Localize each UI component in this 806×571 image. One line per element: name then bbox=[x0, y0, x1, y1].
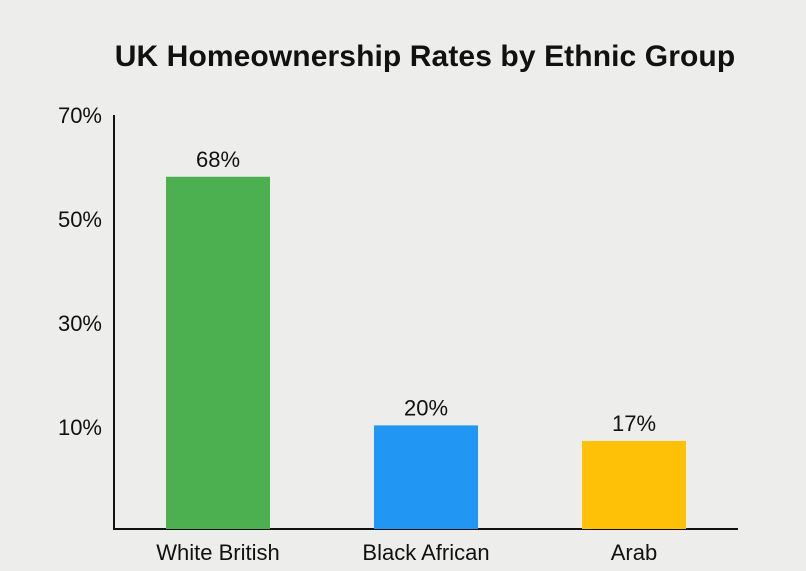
y-tick-label: 30% bbox=[58, 311, 102, 336]
data-label: 20% bbox=[404, 395, 448, 420]
x-tick-label: White British bbox=[156, 540, 279, 565]
bars bbox=[166, 176, 686, 529]
y-tick-label: 10% bbox=[58, 415, 102, 440]
x-tick-label: Arab bbox=[611, 540, 657, 565]
bar bbox=[582, 440, 686, 529]
data-label: 68% bbox=[196, 147, 240, 172]
x-tick-label: Black African bbox=[362, 540, 489, 565]
chart-title: UK Homeownership Rates by Ethnic Group bbox=[114, 40, 736, 73]
data-label: 17% bbox=[612, 411, 656, 436]
bar bbox=[374, 425, 478, 529]
bar bbox=[166, 176, 270, 529]
y-tick-label: 70% bbox=[58, 103, 102, 128]
y-tick-label: 50% bbox=[58, 207, 102, 232]
labels: 10% 30% 50% 70% 68% White British 20% Black Afr… bbox=[58, 103, 657, 565]
